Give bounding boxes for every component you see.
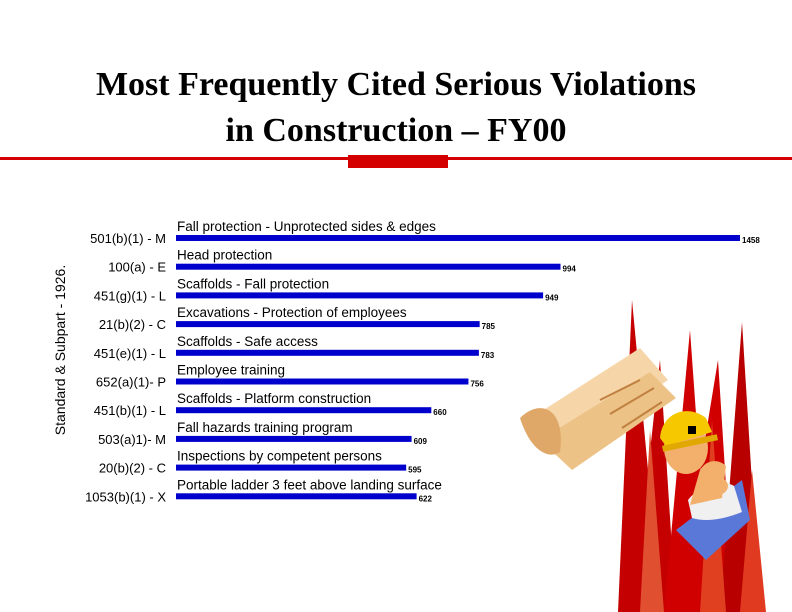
bar-value-label: 609 xyxy=(414,437,428,446)
category-tick-label: 21(b)(2) - C xyxy=(99,317,166,332)
bar xyxy=(176,263,561,270)
bar-value-label: 622 xyxy=(419,494,433,503)
bar-value-label: 1458 xyxy=(742,236,760,245)
category-tick-label: 1053(b)(1) - X xyxy=(85,489,166,504)
bar-description-label: Scaffolds - Fall protection xyxy=(177,276,329,291)
bar xyxy=(176,321,480,328)
bar xyxy=(176,493,417,500)
title-accent-box xyxy=(348,155,448,168)
bar-value-label: 994 xyxy=(563,265,577,274)
bar-description-label: Head protection xyxy=(177,248,272,263)
bar-description-label: Scaffolds - Safe access xyxy=(177,334,318,349)
bar-value-label: 660 xyxy=(433,408,447,417)
title-line-2: in Construction – FY00 xyxy=(225,112,567,149)
category-tick-label: 451(g)(1) - L xyxy=(94,288,166,303)
category-tick-label: 451(e)(1) - L xyxy=(94,346,166,361)
category-tick-label: 20(b)(2) - C xyxy=(99,461,166,476)
bar-description-label: Fall protection - Unprotected sides & ed… xyxy=(177,219,436,234)
category-tick-label: 652(a)(1)- P xyxy=(96,375,166,390)
bar xyxy=(176,435,412,442)
slide-title: Most Frequently Cited Serious Violations… xyxy=(0,62,792,154)
bar-value-label: 756 xyxy=(470,380,484,389)
bar-description-label: Scaffolds - Platform construction xyxy=(177,391,371,406)
title-line-1: Most Frequently Cited Serious Violations xyxy=(95,66,697,103)
bar-value-label: 785 xyxy=(482,322,496,331)
bar-value-label: 949 xyxy=(545,293,559,302)
bar xyxy=(176,292,544,299)
bar-description-label: Inspections by competent persons xyxy=(177,449,382,464)
bar xyxy=(176,378,469,385)
bar-description-label: Excavations - Protection of employees xyxy=(177,305,407,320)
category-tick-label: 503(a)1)- M xyxy=(98,432,166,447)
bar xyxy=(176,235,740,241)
bar xyxy=(176,349,479,356)
category-tick-label: 100(a) - E xyxy=(108,260,166,275)
bar xyxy=(176,464,407,471)
bar-value-label: 783 xyxy=(481,351,495,360)
category-tick-label: 451(b)(1) - L xyxy=(94,403,166,418)
bar-value-label: 595 xyxy=(408,466,422,475)
bar xyxy=(176,407,432,414)
bar-description-label: Fall hazards training program xyxy=(177,420,353,435)
bar-description-label: Employee training xyxy=(177,363,285,378)
bar-description-label: Portable ladder 3 feet above landing sur… xyxy=(177,477,442,492)
category-tick-label: 501(b)(1) - M xyxy=(90,231,166,246)
